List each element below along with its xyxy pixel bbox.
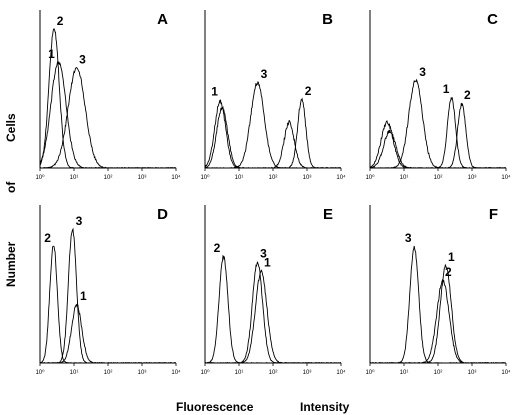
x-tick-label: 10¹ (400, 175, 409, 181)
x-tick-label: 10⁰ (365, 369, 375, 376)
curve-label-3: 3 (419, 65, 426, 79)
x-tick-label: 10⁰ (365, 174, 375, 181)
curve-label-1: 1 (48, 47, 55, 61)
x-tick-label: 10⁰ (200, 369, 210, 376)
curve-label-1: 1 (80, 289, 87, 303)
x-tick-label: 10³ (468, 370, 477, 376)
x-tick-label: 10⁴ (336, 369, 346, 376)
x-tick-label: 10² (104, 370, 113, 376)
y-axis-label-word-2: of (4, 181, 18, 193)
histogram-curve-3 (370, 78, 507, 169)
curve-label-2: 2 (464, 88, 471, 102)
histogram-curve-2 (39, 245, 176, 364)
curve-label-3: 3 (79, 53, 86, 67)
curve-label-3: 3 (405, 231, 412, 245)
x-tick-label: 10³ (138, 175, 147, 181)
panel-letter: F (489, 206, 498, 223)
histogram-curve-2 (370, 278, 507, 364)
panel-letter: D (157, 206, 168, 223)
x-axis-label-word-2: Intensity (300, 400, 350, 414)
x-tick-label: 10⁴ (501, 369, 511, 376)
histogram-curve-1 (369, 263, 506, 364)
x-axis-label-word-1: Fluorescence (176, 400, 254, 414)
curve-label-2: 2 (44, 231, 51, 245)
curve-label-3: 3 (260, 247, 267, 261)
x-tick-label: 10¹ (400, 370, 409, 376)
histogram-curve-2 (39, 28, 177, 169)
curve-label-3: 3 (76, 214, 83, 228)
curve-label-1: 1 (211, 85, 218, 99)
x-tick-label: 10⁴ (501, 174, 511, 181)
curve-label-1: 1 (264, 255, 271, 269)
x-tick-label: 10² (269, 175, 278, 181)
panel-letter: E (323, 206, 333, 223)
x-tick-label: 10¹ (235, 175, 244, 181)
panel-a: 10⁰ 10¹ 10² 10³ 10⁴ A 1 2 3 (35, 10, 181, 181)
curve-label-2: 2 (445, 265, 452, 279)
x-tick-label: 10⁰ (200, 174, 210, 181)
panel-letter: B (322, 11, 333, 28)
x-tick-label: 10³ (303, 175, 312, 181)
x-tick-label: 10¹ (235, 370, 244, 376)
histogram-curve-2 (204, 254, 342, 364)
x-tick-label: 10¹ (70, 370, 79, 376)
histogram-curve-2 (204, 97, 341, 169)
curve-label-1: 1 (443, 82, 450, 96)
panel-b: 10⁰ 10¹ 10² 10³ 10⁴ B 1 2 3 (200, 10, 346, 181)
x-tick-label: 10⁰ (35, 369, 45, 376)
panel-letter: C (487, 11, 498, 28)
histogram-curve-2 (369, 102, 506, 169)
x-tick-label: 10³ (138, 370, 147, 376)
curve-label-2: 2 (214, 241, 221, 255)
panel-f: 10⁰ 10¹ 10² 10³ 10⁴ F 3 21 (365, 205, 511, 376)
x-tick-label: 10² (434, 370, 443, 376)
panel-e: 10⁰ 10¹ 10² 10³ 10⁴ E 2 31 (200, 205, 346, 376)
histogram-curve-3 (205, 261, 342, 364)
x-tick-label: 10³ (468, 175, 477, 181)
x-tick-label: 10¹ (70, 175, 79, 181)
histogram-curve-1 (204, 269, 342, 364)
histogram-curve-3 (39, 67, 176, 169)
histogram-curve-3 (204, 81, 342, 169)
panel-letter: A (157, 11, 168, 28)
x-tick-label: 10⁴ (171, 369, 181, 376)
x-tick-label: 10² (104, 175, 113, 181)
panel-c: 10⁰ 10¹ 10² 10³ 10⁴ C 1 2 3 (365, 10, 511, 181)
x-tick-label: 10³ (303, 370, 312, 376)
histogram-curve-1 (204, 99, 342, 169)
curve-label-3: 3 (261, 67, 268, 81)
y-axis-label-word-1: Cells (4, 113, 18, 142)
y-axis-label-word-3: Number (4, 241, 18, 287)
x-tick-label: 10⁴ (171, 174, 181, 181)
curve-label-2: 2 (305, 84, 312, 98)
curve-label-1: 1 (448, 250, 455, 264)
curve-label-2: 2 (57, 14, 64, 28)
x-tick-label: 10⁴ (336, 174, 346, 181)
panel-d: 10⁰ 10¹ 10² 10³ 10⁴ D 2 3 1 (35, 205, 181, 376)
x-tick-label: 10² (269, 370, 278, 376)
x-tick-label: 10⁰ (35, 174, 45, 181)
histogram-curve-1 (40, 302, 177, 364)
x-tick-label: 10² (434, 175, 443, 181)
